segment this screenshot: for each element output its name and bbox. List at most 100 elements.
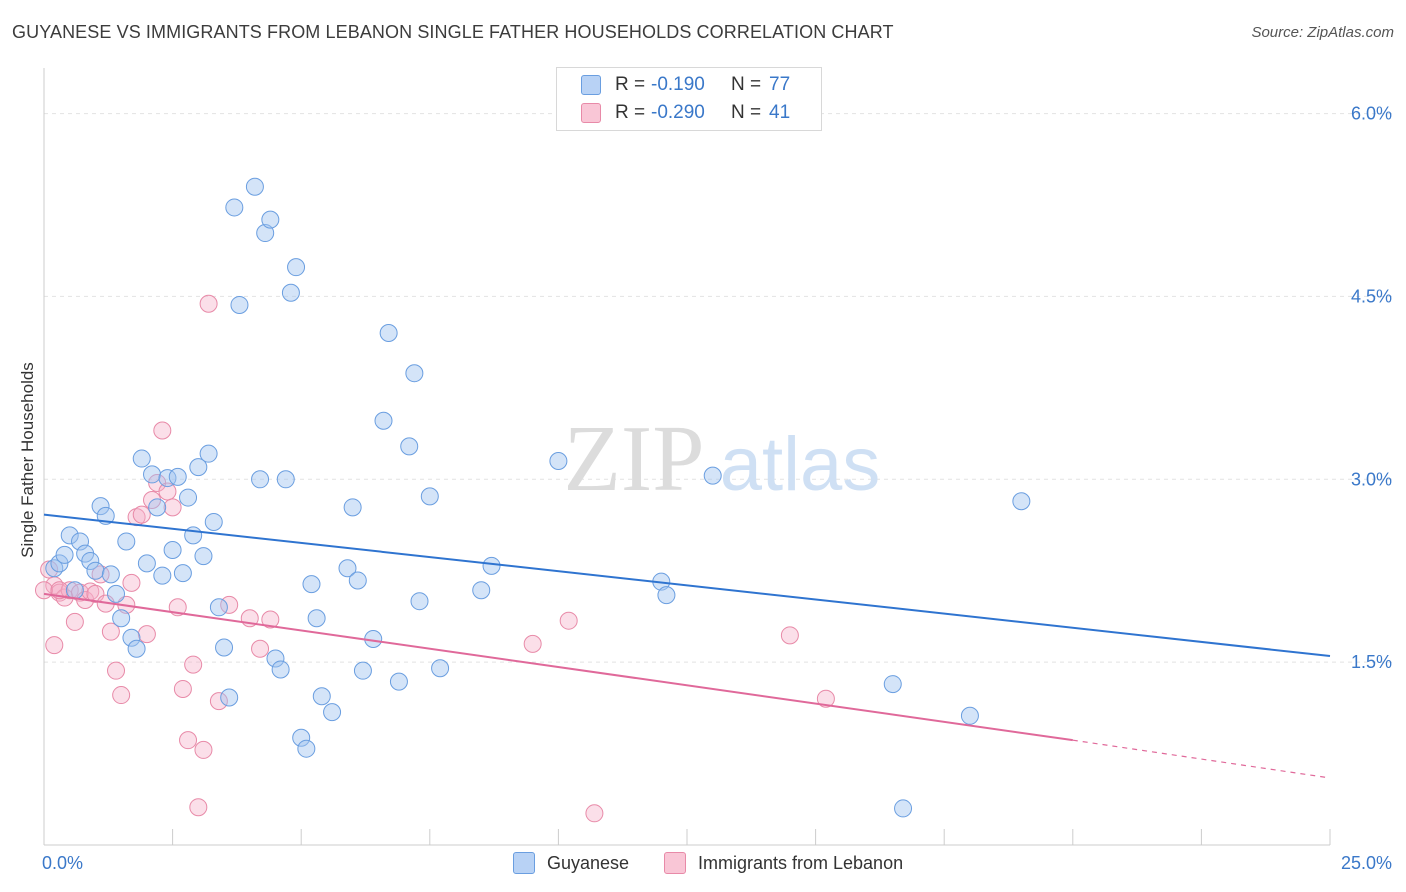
data-point-guyanese	[101, 565, 120, 584]
data-point-guyanese	[482, 556, 501, 575]
x-tick-label: 25.0%	[1341, 853, 1392, 873]
data-point-guyanese	[271, 660, 290, 679]
axes	[43, 68, 1331, 846]
data-point-lebanon	[132, 505, 151, 524]
data-point-guyanese	[122, 628, 141, 647]
data-point-guyanese	[353, 661, 372, 680]
data-point-guyanese	[302, 575, 321, 594]
legend-n-value: 77	[769, 74, 791, 95]
data-point-guyanese	[50, 554, 69, 573]
data-point-guyanese	[148, 498, 167, 517]
data-point-guyanese	[204, 512, 223, 531]
data-point-guyanese	[194, 547, 213, 566]
data-point-guyanese	[168, 467, 187, 486]
y-tick-label: 4.5%	[1351, 286, 1392, 306]
data-point-lebanon	[91, 565, 110, 584]
data-point-guyanese	[127, 639, 146, 658]
legend-row-guyanese: R = -0.190 N = 77	[581, 72, 790, 98]
trendline-guyanese	[43, 513, 1331, 658]
data-point-guyanese	[389, 672, 408, 691]
data-point-lebanon	[780, 626, 799, 645]
data-point-guyanese	[199, 444, 218, 463]
data-point-guyanese	[189, 458, 208, 477]
data-point-lebanon	[137, 625, 156, 644]
y-tick-label: 6.0%	[1351, 104, 1392, 124]
data-point-guyanese	[65, 581, 84, 600]
x-tick-label: 0.0%	[42, 853, 83, 873]
data-point-guyanese	[405, 364, 424, 383]
data-point-guyanese	[420, 487, 439, 506]
data-point-lebanon	[112, 686, 131, 705]
legend-label-lebanon: Immigrants from Lebanon	[698, 852, 904, 873]
data-point-lebanon	[209, 692, 228, 711]
data-point-guyanese	[112, 609, 131, 628]
data-point-guyanese	[256, 224, 275, 243]
data-point-guyanese	[209, 598, 228, 617]
data-point-guyanese	[883, 675, 902, 694]
data-point-guyanese	[1012, 492, 1031, 511]
data-point-lebanon	[816, 689, 835, 708]
data-point-guyanese	[410, 592, 429, 611]
data-point-guyanese	[261, 210, 280, 229]
data-point-guyanese	[220, 688, 239, 707]
legend-item-guyanese[interactable]: Guyanese	[513, 852, 629, 874]
data-point-guyanese	[251, 470, 270, 489]
data-point-lebanon	[523, 634, 542, 653]
y-tick-label: 1.5%	[1351, 652, 1392, 672]
legend-swatch-guyanese	[513, 852, 535, 874]
source-label: Source: ZipAtlas.com	[1251, 24, 1394, 41]
data-point-guyanese	[132, 449, 151, 468]
legend-r-label: R =	[615, 74, 646, 95]
data-point-guyanese	[91, 497, 110, 516]
data-point-lebanon	[101, 622, 120, 641]
data-point-lebanon	[184, 655, 203, 674]
data-point-guyanese	[292, 728, 311, 747]
correlation-legend: R = -0.190 N = 77 R = -0.290 N = 41	[556, 67, 822, 131]
data-point-guyanese	[400, 437, 419, 456]
data-point-guyanese	[86, 561, 105, 580]
legend-r-label: R =	[615, 102, 646, 123]
y-axis-label: Single Father Households	[18, 362, 37, 558]
data-point-guyanese	[960, 706, 979, 725]
data-point-guyanese	[55, 545, 74, 564]
data-point-lebanon	[194, 740, 213, 759]
data-point-guyanese	[657, 586, 676, 605]
data-point-lebanon	[65, 612, 84, 631]
data-point-guyanese	[81, 551, 100, 570]
data-point-guyanese	[312, 687, 331, 706]
data-point-lebanon	[585, 804, 604, 823]
data-point-guyanese	[281, 283, 300, 302]
legend-swatch-pink	[581, 103, 601, 123]
data-point-lebanon	[60, 581, 79, 600]
data-point-guyanese	[472, 581, 491, 600]
legend-item-lebanon[interactable]: Immigrants from Lebanon	[664, 852, 903, 874]
watermark-zip: ZIP	[564, 407, 705, 511]
data-point-guyanese	[549, 452, 568, 470]
data-point-guyanese	[323, 703, 342, 722]
tick-labels: 1.5% 3.0% 4.5% 6.0% 0.0% 25.0%	[42, 104, 1392, 873]
series-legend: Guyanese Immigrants from Lebanon	[0, 852, 1406, 878]
data-point-lebanon	[189, 798, 208, 817]
data-point-guyanese	[245, 177, 264, 196]
data-point-guyanese	[179, 488, 198, 507]
data-point-lebanon	[179, 731, 198, 750]
data-point-guyanese	[297, 739, 316, 758]
data-point-guyanese	[173, 564, 192, 583]
watermark-atlas: atlas	[720, 422, 881, 507]
grid-lines	[44, 113, 1392, 663]
data-point-guyanese	[338, 559, 357, 578]
data-point-guyanese	[703, 466, 722, 485]
data-point-guyanese	[215, 638, 234, 657]
data-point-lebanon	[107, 661, 126, 680]
legend-n-label: N =	[731, 74, 762, 95]
chart-title: GUYANESE VS IMMIGRANTS FROM LEBANON SING…	[12, 22, 894, 42]
trend-lines	[43, 513, 1331, 779]
data-point-lebanon	[35, 581, 53, 600]
data-point-lebanon	[251, 639, 270, 658]
y-tick-label: 3.0%	[1351, 469, 1392, 489]
data-point-guyanese	[266, 649, 285, 668]
data-point-guyanese	[71, 532, 90, 551]
data-point-guyanese	[45, 559, 64, 578]
data-point-lebanon	[220, 595, 239, 614]
